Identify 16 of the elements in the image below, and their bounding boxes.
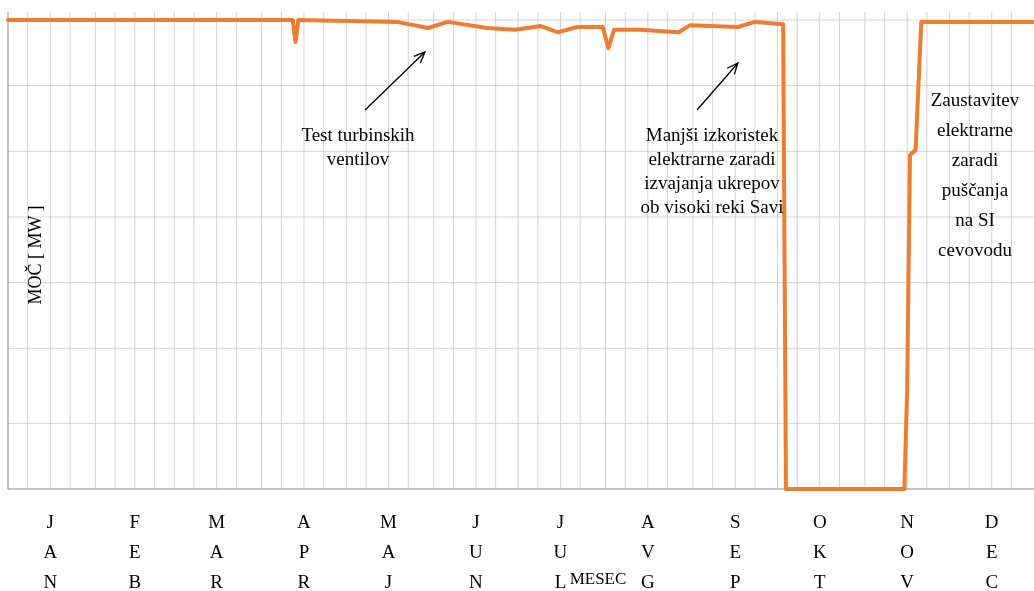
x-tick-label: SEP	[729, 511, 742, 591]
x-tick-label: AVG	[640, 511, 655, 591]
x-tick-label: JAN	[43, 511, 58, 591]
x-tick-label: JUL	[553, 511, 568, 591]
y-axis-title: MOČ [ MW ]	[24, 205, 45, 305]
x-tick-label: MAJ	[380, 511, 398, 591]
x-axis-title: MESEC	[569, 569, 627, 588]
x-tick-label: JUN	[469, 511, 484, 591]
x-tick-label: NOV	[900, 511, 915, 591]
x-tick-label: APR	[297, 511, 312, 591]
x-tick-label: OKT	[812, 511, 827, 591]
annotation: Test turbinskih ventilov	[301, 124, 416, 169]
annotation: Zaustavitev elektrarne zaradi puščanja na SI cevovodu	[930, 89, 1020, 260]
x-tick-label: FEB	[128, 511, 142, 591]
x-tick-label: MAR	[208, 511, 226, 591]
x-tick-label: DEC	[984, 511, 999, 591]
